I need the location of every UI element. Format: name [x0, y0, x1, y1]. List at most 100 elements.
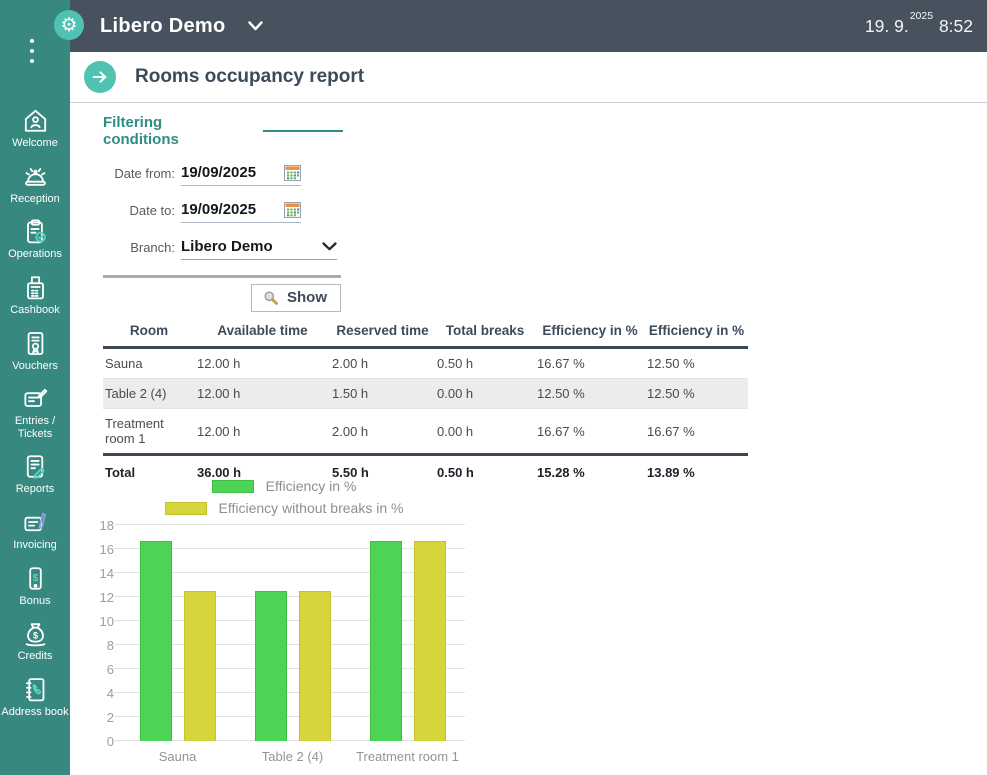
table-cell: 0.50 h: [437, 356, 474, 371]
sidebar-item-label: Reception: [10, 192, 60, 205]
table-total-cell: 13.89 %: [647, 465, 695, 480]
topbar: Libero Demo 19. 9.2025 8:52: [70, 0, 987, 52]
date-to-value: 19/09/2025: [181, 201, 257, 218]
sidebar-item-invoicing[interactable]: Invoicing: [0, 508, 70, 552]
date-from-value: 19/09/2025: [181, 164, 257, 181]
kebab-menu-icon[interactable]: [30, 39, 34, 63]
y-tick-label: 8: [106, 638, 114, 653]
chart-plot: 0 2 4 6 8 10 12 14 16 18 Sauna Table 2 (4) Treatment…: [100, 518, 465, 764]
branch-value: Libero Demo: [181, 238, 273, 255]
cash-register-icon: [21, 273, 50, 302]
date-from-row: Date from: 19/09/2025: [103, 164, 343, 186]
table-cell: Treatment room 1: [105, 416, 164, 446]
gridline: [114, 620, 465, 621]
sidebar-item-label: Entries / Tickets: [14, 415, 56, 440]
sidebar-item-label: Operations: [8, 248, 62, 261]
table-total-cell: 36.00 h: [197, 465, 242, 480]
calendar-icon[interactable]: [284, 201, 301, 218]
sidebar-item-address-book[interactable]: Address book: [0, 675, 70, 719]
table-cell: 12.00 h: [197, 386, 241, 401]
legend-item[interactable]: Efficiency in %: [211, 478, 357, 494]
sidebar-item-label: Bonus: [19, 594, 51, 607]
bar-efficiency-in[interactable]: [254, 591, 287, 741]
bar-efficiency-without-breaks-in[interactable]: [183, 591, 216, 741]
legend-label: Efficiency in %: [265, 478, 357, 494]
y-tick-label: 10: [99, 614, 114, 629]
table-header-cell: Efficiency in %: [648, 323, 745, 338]
show-button[interactable]: Show: [251, 284, 341, 312]
table-cell: 12.50 %: [647, 386, 695, 401]
table-cell: 2.00 h: [332, 356, 369, 371]
table-cell: 0.00 h: [437, 423, 474, 439]
home-icon: [21, 106, 50, 135]
filter-panel: Filtering conditions Date from: 19/09/20…: [103, 114, 343, 312]
voucher-icon: [21, 329, 50, 358]
table-header-cell: Reserved time: [336, 323, 429, 338]
settings-gear-icon[interactable]: ⚙: [54, 10, 84, 40]
date-from-label: Date from:: [114, 166, 175, 181]
sidebar-item-cashbook[interactable]: Cashbook: [0, 273, 70, 317]
table-cell: 12.50 %: [537, 386, 585, 401]
gridline: [114, 596, 465, 597]
sidebar-item-bonus[interactable]: $ Bonus: [0, 564, 70, 608]
bar-efficiency-in[interactable]: [369, 541, 402, 741]
sidebar-item-reception[interactable]: Reception: [0, 162, 70, 206]
table-cell: 16.67 %: [537, 356, 585, 371]
bar-efficiency-without-breaks-in[interactable]: [298, 591, 331, 741]
x-axis-label: Treatment room 1: [356, 749, 459, 764]
sidebar-item-label: Address book: [1, 706, 69, 719]
time-text: 8:52: [938, 15, 973, 36]
sidebar-item-reports[interactable]: Reports: [0, 452, 70, 496]
sidebar-item-operations[interactable]: Operations: [0, 217, 70, 261]
table-cell: Table 2 (4): [105, 386, 167, 401]
table-header-cell: Efficiency in %: [542, 323, 638, 338]
calendar-icon[interactable]: [284, 164, 301, 181]
table-total-cell: 0.50 h: [437, 465, 474, 480]
sidebar-item-welcome[interactable]: Welcome: [0, 106, 70, 150]
gridline: [114, 668, 465, 669]
x-axis-label: Table 2 (4): [261, 749, 324, 764]
show-button-label: Show: [287, 289, 327, 306]
sidebar-item-label: Cashbook: [10, 303, 60, 316]
table-cell: 16.67 %: [647, 423, 695, 439]
gridline: [114, 644, 465, 645]
sidebar-item-label: Welcome: [12, 137, 58, 149]
branch-select[interactable]: Libero Demo: [181, 238, 337, 260]
y-tick-label: 0: [106, 734, 114, 749]
gridline: [114, 524, 465, 525]
y-tick-label: 4: [106, 686, 114, 701]
svg-text:$: $: [32, 573, 38, 584]
date-from-input[interactable]: 19/09/2025: [181, 164, 301, 186]
legend-swatch: [211, 479, 254, 493]
money-bag-icon: $: [21, 619, 50, 648]
legend-swatch: [164, 501, 207, 515]
table-header-cell: Total breaks: [445, 323, 525, 338]
y-tick-label: 16: [99, 542, 114, 557]
arrow-right-icon[interactable]: [84, 61, 116, 93]
year-text: 2025: [909, 9, 934, 22]
occupancy-table: Room Available time Reserved time Total bre…: [103, 318, 748, 489]
date-to-label: Date to:: [129, 203, 175, 218]
invoice-pen-icon: [21, 508, 50, 537]
bar-efficiency-in[interactable]: [139, 541, 172, 741]
sidebar-nav: Welcome Reception Operations Cashbook Vouche…: [0, 106, 70, 719]
table-cell: 12.00 h: [197, 356, 241, 371]
filter-heading: Filtering conditions: [103, 114, 179, 148]
table-cell: 12.00 h: [197, 423, 241, 439]
y-tick-label: 6: [106, 662, 114, 677]
table-cell: 2.00 h: [332, 423, 369, 439]
sidebar-item-credits[interactable]: $ Credits: [0, 619, 70, 663]
sidebar-item-label: Credits: [17, 650, 53, 663]
table-row: Table 2 (4) 12.00 h 1.50 h 0.00 h 12.50 % 12.…: [103, 378, 748, 409]
bar-efficiency-without-breaks-in[interactable]: [413, 541, 446, 741]
occupancy-chart: Efficiency in % Efficiency without breaks…: [100, 478, 483, 764]
sidebar-item-vouchers[interactable]: Vouchers: [0, 329, 70, 373]
table-header-cell: Room: [129, 323, 169, 338]
legend-item[interactable]: Efficiency without breaks in %: [164, 500, 403, 516]
sidebar-item-entries-tickets[interactable]: Entries / Tickets: [0, 384, 70, 440]
app-title[interactable]: Libero Demo: [100, 14, 226, 37]
chevron-down-icon[interactable]: [247, 21, 263, 31]
date-to-input[interactable]: 19/09/2025: [181, 201, 301, 223]
table-cell: 16.67 %: [537, 423, 585, 439]
table-total-row: Total 36.00 h 5.50 h 0.50 h 15.28 % 13.89 %: [103, 454, 748, 490]
